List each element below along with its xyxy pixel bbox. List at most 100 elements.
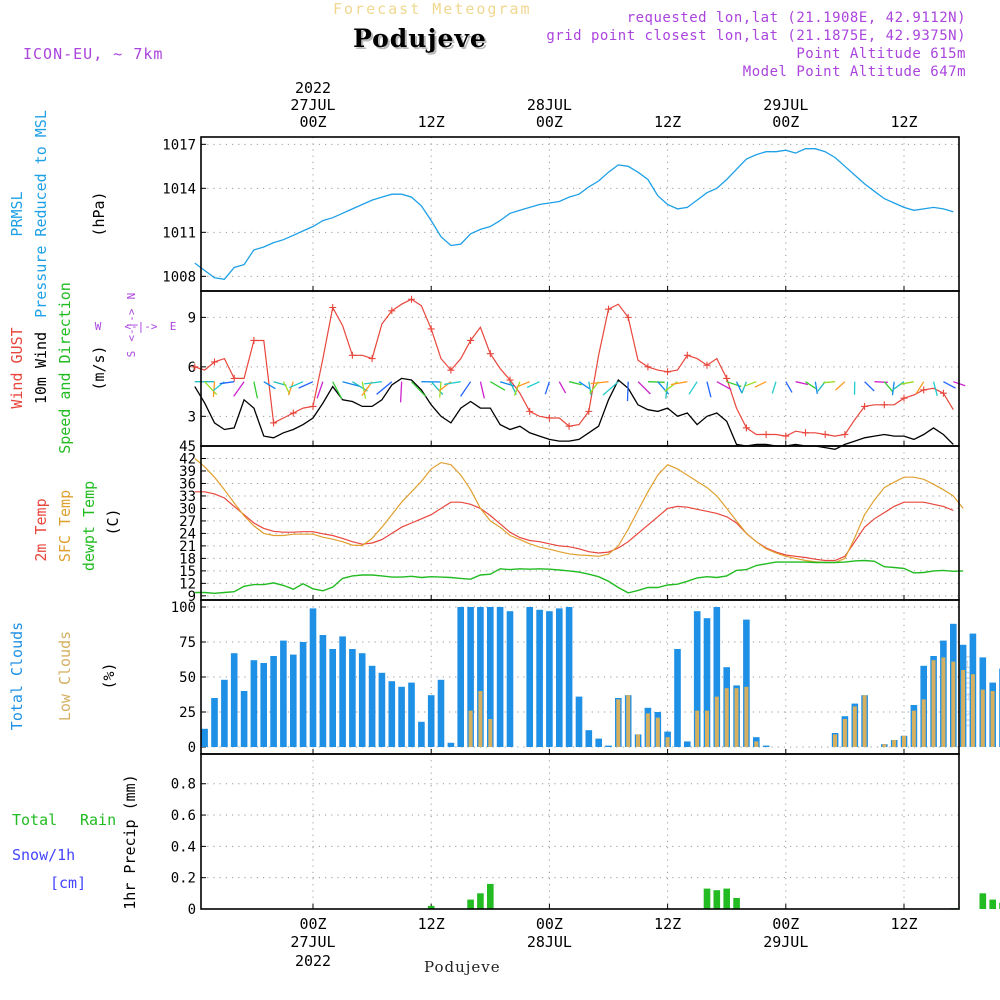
rain-tick-label: 0.6 xyxy=(171,808,196,824)
gust-point xyxy=(270,419,278,427)
temp-tick-label: 30 xyxy=(179,501,196,517)
total-cloud-bar xyxy=(506,611,514,747)
temp-plot-area xyxy=(201,446,959,600)
total-cloud-bar xyxy=(260,663,267,747)
temp-tick-label: 15 xyxy=(179,564,196,580)
total-cloud-bar xyxy=(496,607,504,747)
total-cloud-bar xyxy=(595,738,602,747)
total-cloud-bar xyxy=(270,656,277,747)
wind-direction-arrow xyxy=(900,381,914,385)
gust-point xyxy=(723,374,731,382)
total-cloud-bar xyxy=(762,745,770,747)
total-cloud-bar xyxy=(437,679,445,747)
temp-tick-label: 24 xyxy=(179,526,196,542)
total-cloud-bar xyxy=(487,607,494,747)
top-hour-label: 12Z xyxy=(418,113,445,131)
gust-point xyxy=(408,295,415,303)
wind-direction-arrow xyxy=(817,381,826,392)
total-cloud-bar xyxy=(349,649,356,747)
low-cloud-bar xyxy=(921,699,926,747)
low-cloud-bar xyxy=(990,691,995,747)
gust-point xyxy=(211,358,218,366)
gust-point xyxy=(664,368,672,376)
wind-direction-arrow xyxy=(316,381,324,399)
gust-point xyxy=(230,374,238,382)
compass-s: S xyxy=(125,351,138,358)
wind-direction-arrow xyxy=(735,381,743,394)
clouds-tick-label: 100 xyxy=(171,600,196,616)
snow-label: Snow/1h xyxy=(12,846,75,864)
rain-bar xyxy=(989,899,996,909)
total-cloud-bar xyxy=(418,721,425,747)
wind-speed-direction-label: Speed and Direction xyxy=(56,282,74,454)
total-cloud-bar xyxy=(565,607,573,747)
t2m-line xyxy=(194,491,954,562)
clouds-panel: 0 25 50 75 100 xyxy=(171,600,959,756)
compass-e: E xyxy=(170,320,177,333)
gust-point xyxy=(289,409,297,417)
low-cloud-bar xyxy=(626,695,631,747)
dewpt-line xyxy=(194,559,964,595)
wind-direction-arrow xyxy=(544,381,551,395)
model-label: ICON-EU, ~ 7km xyxy=(23,45,164,63)
total-cloud-bar xyxy=(358,653,366,747)
top-date-label: 28JUL xyxy=(527,96,572,114)
wind-panel: 3 6 9 xyxy=(188,291,959,446)
gust-point xyxy=(545,414,553,422)
rain-tick-label: 0 xyxy=(188,902,196,918)
t2m-label: 2m Temp xyxy=(32,498,50,561)
wind-direction-arrow xyxy=(883,381,894,393)
top-hour-label: 12Z xyxy=(654,113,681,131)
rain-bar xyxy=(733,898,740,909)
wind-direction-arrow xyxy=(588,381,592,396)
rain-panel-border xyxy=(200,753,960,910)
total-cloud-bar xyxy=(388,681,396,747)
top-year-label: 2022 xyxy=(295,79,331,97)
pressure-tick-label: 1011 xyxy=(162,225,196,241)
gust-point xyxy=(821,430,829,438)
gust-point xyxy=(565,422,573,430)
low-cloud-bar xyxy=(468,710,473,747)
pressure-tick-label: 1014 xyxy=(162,181,196,197)
gust-point xyxy=(802,429,809,437)
rain-total-label: Total xyxy=(12,811,57,829)
low-cloud-bar xyxy=(902,735,906,747)
wind-direction-arrow xyxy=(287,381,294,396)
gridpoint-coordinates: grid point closest lon,lat (21.1875E, 42… xyxy=(546,28,966,44)
gust-point xyxy=(605,305,612,313)
low-cloud-bar xyxy=(892,740,897,747)
wind-direction-arrow xyxy=(578,381,591,390)
top-date-label: 27JUL xyxy=(290,96,335,114)
rain-bar xyxy=(723,888,730,909)
low-cloud-bar xyxy=(852,706,857,747)
wind-direction-arrow xyxy=(568,381,582,386)
wind-direction-arrow xyxy=(376,381,393,395)
total-cloud-bar xyxy=(309,608,317,747)
gust-point xyxy=(486,350,494,358)
total-cloud-bar xyxy=(290,654,297,747)
rain-tick-label: 0.4 xyxy=(171,839,196,855)
gust-point xyxy=(782,432,790,440)
rain-plot-area xyxy=(201,754,959,909)
wind-direction-arrow xyxy=(835,381,846,391)
cloud-unit-label: (%) xyxy=(100,662,118,689)
wind-direction-arrow xyxy=(361,381,373,396)
gust-point xyxy=(920,386,928,394)
wind-direction-arrow xyxy=(754,381,767,388)
total-cloud-bar xyxy=(703,618,711,747)
total-cloud-bar xyxy=(368,665,376,747)
total-cloud-bar xyxy=(575,696,583,747)
gust-point xyxy=(447,366,455,374)
meteogram-title: Forecast Meteogram xyxy=(333,0,532,18)
total-cloud-bar xyxy=(378,672,386,747)
total-cloud-bar xyxy=(250,660,258,747)
low-cloud-bar xyxy=(478,691,483,747)
total-cloud-bar xyxy=(536,609,543,747)
low-cloud-bar xyxy=(961,670,966,747)
low-cloud-bar xyxy=(941,657,946,747)
wind-tick-label: 6 xyxy=(188,360,196,376)
wind-direction-arrow xyxy=(526,381,540,388)
top-hour-label: 12Z xyxy=(890,113,917,131)
total-cloud-bar xyxy=(299,642,307,747)
